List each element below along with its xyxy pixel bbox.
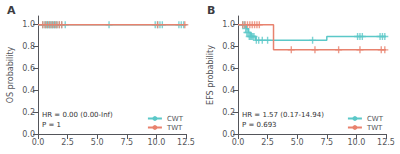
svg-text:5.0: 5.0 bbox=[291, 138, 304, 147]
svg-text:0.4: 0.4 bbox=[22, 86, 35, 95]
svg-text:B: B bbox=[207, 4, 215, 17]
svg-text:0.6: 0.6 bbox=[22, 64, 35, 73]
svg-text:10.0: 10.0 bbox=[347, 138, 365, 147]
svg-text:0.0: 0.0 bbox=[232, 138, 245, 147]
svg-text:1.0: 1.0 bbox=[222, 20, 235, 29]
svg-text:0.0: 0.0 bbox=[32, 138, 45, 147]
svg-text:TWT: TWT bbox=[166, 124, 183, 132]
svg-text:CWT: CWT bbox=[367, 115, 384, 123]
svg-text:A: A bbox=[7, 4, 16, 17]
svg-text:12.5: 12.5 bbox=[177, 138, 195, 147]
svg-text:0.2: 0.2 bbox=[222, 108, 235, 117]
svg-text:0.0: 0.0 bbox=[222, 129, 235, 139]
svg-text:0.8: 0.8 bbox=[222, 42, 235, 51]
svg-text:0.0: 0.0 bbox=[22, 129, 35, 139]
svg-text:0.2: 0.2 bbox=[22, 108, 35, 117]
svg-text:P = 0.693: P = 0.693 bbox=[242, 121, 277, 129]
svg-text:1.0: 1.0 bbox=[22, 20, 35, 29]
svg-text:7.5: 7.5 bbox=[320, 138, 333, 147]
svg-text:0.8: 0.8 bbox=[22, 42, 35, 51]
svg-text:HR = 1.57 (0.17-14.94): HR = 1.57 (0.17-14.94) bbox=[242, 111, 324, 119]
svg-text:HR = 0.00 (0.00-Inf): HR = 0.00 (0.00-Inf) bbox=[42, 111, 113, 119]
svg-text:EFS probability: EFS probability bbox=[206, 45, 215, 105]
svg-text:OS probability: OS probability bbox=[6, 46, 15, 103]
svg-text:2.5: 2.5 bbox=[61, 138, 74, 147]
svg-text:TWT: TWT bbox=[366, 124, 383, 132]
svg-text:0.6: 0.6 bbox=[222, 64, 235, 73]
svg-text:CWT: CWT bbox=[167, 115, 184, 123]
svg-text:7.5: 7.5 bbox=[120, 138, 133, 147]
svg-text:5.0: 5.0 bbox=[91, 138, 104, 147]
svg-text:0.4: 0.4 bbox=[222, 86, 235, 95]
svg-text:12.5: 12.5 bbox=[377, 138, 395, 147]
svg-text:2.5: 2.5 bbox=[261, 138, 274, 147]
svg-text:10.0: 10.0 bbox=[147, 138, 165, 147]
svg-text:P = 1: P = 1 bbox=[42, 121, 61, 129]
